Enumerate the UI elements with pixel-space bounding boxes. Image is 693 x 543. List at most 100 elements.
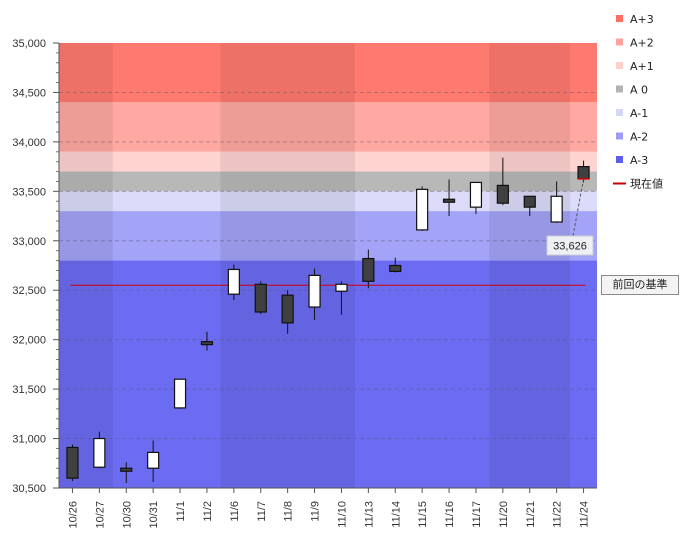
current-value-label: 33,626: [553, 241, 587, 253]
legend-item: A-1: [616, 107, 648, 120]
candle-body: [389, 264, 402, 273]
candle-body: [281, 294, 294, 324]
callout-box: [546, 235, 594, 256]
y-tick-label: 31,000: [12, 434, 46, 446]
candle-body: [523, 195, 536, 208]
week-shade: [489, 43, 571, 488]
x-tick-label: 11/24: [579, 501, 591, 528]
candle-11-6: [227, 264, 240, 301]
x-tick-label: 11/17: [471, 501, 483, 528]
legend-item: A+3: [616, 13, 654, 26]
x-tick-label: 11/10: [336, 501, 348, 528]
legend-item: A+2: [616, 37, 654, 50]
candles: [66, 157, 590, 484]
legend-label: A 0: [630, 84, 648, 97]
x-tick-label: 11/7: [256, 501, 268, 522]
legend-item: A-2: [616, 131, 648, 144]
y-tick-label: 33,500: [12, 186, 46, 198]
candle-10-26: [66, 444, 79, 482]
x-tick-label: 11/6: [229, 501, 241, 522]
legend-swatch: [616, 62, 623, 69]
candle-10-27: [93, 431, 106, 469]
legend-label: A+2: [630, 37, 654, 50]
x-axis: 10/26 10/27 10/30 10/31 11/1 11/2 11/6 11/7 11/8…: [59, 487, 597, 529]
candle-body: [550, 195, 563, 223]
candle-11-14: [389, 257, 402, 273]
candle-11-8: [281, 290, 294, 334]
y-tick-label: 32,000: [12, 335, 46, 347]
candle-11-22: [550, 181, 563, 223]
legend-swatch: [616, 156, 623, 163]
legend-label: A-2: [630, 131, 648, 144]
candle-11-13: [362, 249, 375, 289]
y-tick-label: 30,500: [12, 483, 46, 495]
legend-label: A-3: [630, 154, 648, 167]
candle-11-10: [335, 281, 348, 315]
candle-11-20: [496, 157, 509, 206]
candle-11-17: [469, 181, 483, 215]
alternate-date-shading: [59, 43, 571, 488]
x-tick-label: 11/8: [283, 501, 295, 522]
candle-10-30: [120, 462, 133, 484]
legend-swatch: [616, 132, 623, 140]
candle-11-16: [442, 179, 456, 217]
x-tick-label: 10/26: [67, 501, 79, 529]
legend-swatch: [616, 109, 623, 116]
candle-10-31: [147, 440, 160, 483]
legend-swatch: [616, 15, 623, 22]
legend-item: A-3: [616, 154, 648, 167]
x-tick-label: 10/27: [94, 501, 106, 529]
legend-item: 現在値: [613, 178, 663, 191]
x-tick-label: 11/2: [202, 501, 214, 522]
candle-11-21: [523, 195, 536, 217]
x-tick-label: 11/9: [310, 501, 322, 522]
legend-item: A+1: [616, 60, 654, 73]
candle-body: [496, 184, 509, 204]
band-Aminus2: [59, 211, 597, 261]
candle-11-1: [173, 378, 187, 409]
week-shade: [59, 43, 113, 488]
y-tick-label: 34,000: [12, 137, 46, 149]
band-Aplus1: [59, 151, 597, 172]
y-tick-label: 34,500: [12, 87, 46, 99]
legend-label: A-1: [630, 107, 648, 120]
candle-body: [93, 437, 106, 468]
candle-body: [147, 451, 160, 469]
candle-body: [469, 181, 483, 208]
band-Aminus1: [59, 191, 597, 212]
y-tick-label: 31,500: [12, 384, 46, 396]
x-tick-label: 11/21: [525, 501, 537, 528]
legend-item: A 0: [616, 84, 648, 97]
range-bands: [59, 43, 597, 488]
legend-label: A+3: [630, 13, 654, 26]
base-line-label: 前回の基準: [601, 275, 679, 295]
x-tick-label: 10/30: [121, 501, 133, 529]
x-tick-label: 11/14: [390, 501, 402, 528]
band-Aplus3: [59, 43, 597, 103]
x-tick-label: 10/31: [148, 501, 160, 529]
candle-body: [254, 283, 267, 313]
y-tick-label: 33,000: [12, 236, 46, 248]
candle-body: [66, 446, 79, 479]
candle-11-7: [254, 281, 267, 314]
week-shade: [220, 43, 355, 488]
candle-body: [416, 188, 429, 231]
candle-11-15: [416, 186, 429, 231]
legend-label: A+1: [630, 60, 654, 73]
legend-swatch: [616, 85, 623, 93]
candle-body: [442, 198, 456, 203]
candle-body: [173, 378, 187, 409]
x-tick-label: 11/22: [552, 501, 564, 528]
legend-label: 現在値: [630, 178, 663, 191]
candle-body: [335, 283, 348, 292]
legend-swatch: [616, 38, 623, 46]
grid-lines: [59, 91, 597, 440]
current-value-callout: 33,626: [546, 178, 594, 256]
x-tick-label: 11/16: [444, 501, 456, 528]
legend: A+3 A+2 A+1 A 0 A-1 A-2 A-3 現在値: [613, 13, 663, 191]
x-tick-label: 11/13: [363, 501, 375, 528]
candle-11-2: [200, 331, 214, 351]
band-Aminus3: [59, 260, 597, 488]
candle-body: [308, 274, 321, 308]
